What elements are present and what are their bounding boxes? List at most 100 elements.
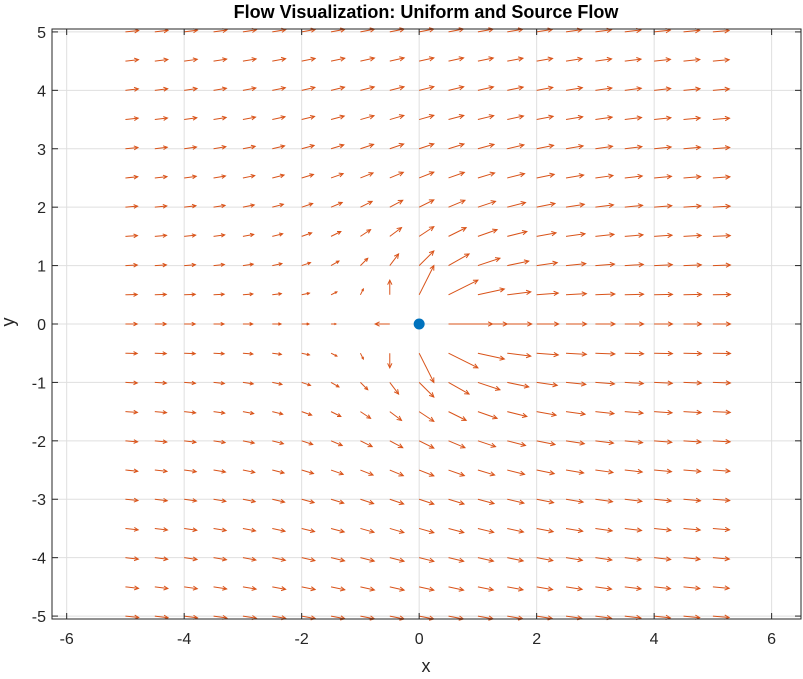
flow-arrow <box>565 498 585 504</box>
flow-arrow <box>272 440 285 445</box>
flow-arrow <box>330 260 340 267</box>
flow-arrow <box>360 498 375 505</box>
flow-arrow <box>507 411 528 419</box>
flow-arrow <box>418 142 435 150</box>
y-tick-label: 2 <box>37 200 46 217</box>
flow-arrow <box>624 203 644 209</box>
flow-arrow <box>418 226 435 237</box>
flow-arrow <box>213 292 226 297</box>
flow-arrow <box>536 290 560 297</box>
flow-arrow <box>330 56 346 62</box>
flow-arrow <box>213 57 228 63</box>
flow-arrow <box>654 144 673 151</box>
flow-arrow <box>565 381 587 387</box>
flow-arrow <box>595 410 616 416</box>
flow-arrow <box>595 173 615 179</box>
flow-arrow <box>595 439 615 446</box>
flow-arrow <box>683 527 702 533</box>
flow-arrow <box>184 498 198 503</box>
flow-arrow <box>683 115 702 121</box>
flow-arrow <box>654 468 673 474</box>
flow-arrow <box>565 85 584 91</box>
flow-arrow <box>213 321 226 327</box>
flow-arrow <box>301 352 311 357</box>
flow-arrow <box>595 86 613 92</box>
flow-arrow <box>418 352 435 384</box>
flow-arrow <box>654 57 672 63</box>
flow-arrow <box>712 174 732 180</box>
flow-arrow <box>125 86 140 92</box>
flow-arrow <box>654 115 673 121</box>
flow-arrow <box>389 171 405 179</box>
flow-arrow <box>683 439 703 445</box>
flow-arrow <box>683 145 702 151</box>
flow-arrow <box>536 172 556 179</box>
flow-arrow <box>242 262 255 267</box>
flow-arrow <box>272 292 283 296</box>
flow-arrow <box>418 469 435 477</box>
chart-title: Flow Visualization: Uniform and Source F… <box>234 2 620 22</box>
flow-arrow <box>301 557 317 563</box>
flow-arrow <box>272 527 287 533</box>
flow-arrow <box>184 174 198 180</box>
flow-arrow <box>125 351 139 356</box>
flow-arrow <box>154 380 168 386</box>
flow-arrow <box>125 585 140 591</box>
flow-arrow <box>389 527 405 534</box>
y-tick-label: 0 <box>37 317 46 334</box>
flow-arrow <box>595 498 614 504</box>
flow-arrow <box>595 469 615 475</box>
flow-arrow <box>154 468 169 474</box>
flow-arrow <box>624 86 643 92</box>
flow-arrow <box>387 279 393 295</box>
flow-arrow <box>154 321 168 327</box>
flow-arrow <box>330 114 346 121</box>
flow-arrow <box>184 556 199 562</box>
flow-arrow <box>154 585 170 591</box>
flow-arrow <box>624 410 645 416</box>
flow-arrow <box>477 142 496 150</box>
flow-arrow <box>477 352 506 361</box>
flow-arrow <box>184 262 197 268</box>
flow-arrow <box>477 557 495 563</box>
flow-arrow <box>536 143 555 150</box>
flow-arrow <box>448 381 471 395</box>
flow-arrow <box>125 57 140 63</box>
flow-arrow <box>184 468 198 474</box>
flow-arrow <box>624 439 644 445</box>
flow-arrow <box>624 115 643 121</box>
flow-arrow <box>565 351 588 357</box>
flow-arrow <box>213 233 226 238</box>
flow-arrow <box>242 351 254 356</box>
flow-arrow <box>448 142 466 150</box>
flow-arrow <box>507 114 525 121</box>
flow-arrow <box>272 144 286 150</box>
y-tick-label: 4 <box>37 83 46 100</box>
flow-arrow <box>154 410 168 415</box>
flow-arrow <box>595 144 614 150</box>
flow-arrow <box>624 468 644 475</box>
flow-arrow <box>184 233 197 238</box>
flow-arrow <box>213 381 226 386</box>
flow-arrow <box>213 439 227 445</box>
flow-arrow <box>360 229 372 237</box>
flow-arrow <box>683 556 702 562</box>
flow-arrow <box>448 114 465 121</box>
flow-arrow <box>301 411 313 417</box>
flow-arrow <box>477 56 495 62</box>
flow-arrow <box>330 291 338 296</box>
flow-arrow <box>184 292 197 297</box>
flow-arrow <box>507 201 527 208</box>
flow-arrow <box>654 86 672 92</box>
flow-arrow <box>272 469 286 475</box>
flow-arrow <box>654 409 674 416</box>
flow-arrow <box>536 201 557 208</box>
x-tick-label: -4 <box>177 631 191 648</box>
flow-arrow <box>154 204 168 209</box>
flow-arrow <box>419 586 435 592</box>
flow-arrow <box>536 351 560 358</box>
flow-arrow <box>330 557 346 563</box>
flow-arrow <box>683 585 701 591</box>
flow-arrow <box>301 381 312 387</box>
flow-arrow <box>360 527 376 534</box>
